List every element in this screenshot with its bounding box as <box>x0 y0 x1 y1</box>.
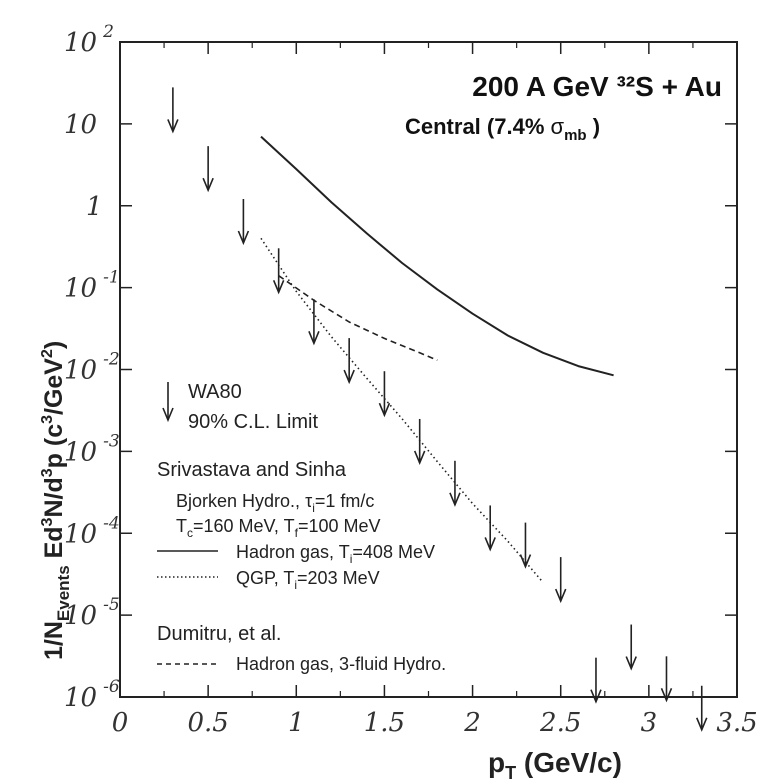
x-axis-title: pT (GeV/c) <box>488 747 622 782</box>
y-tick-label: 10 -5 <box>64 595 120 631</box>
wa80-limit-arrow <box>202 146 214 193</box>
wa80-limit-arrow <box>167 87 179 134</box>
wa80-limit-arrow <box>484 505 496 552</box>
y-tick-label: 10 -3 <box>64 431 120 467</box>
legend-wa80-marker <box>162 382 174 423</box>
wa80-limit-arrow <box>519 522 532 569</box>
wa80-limit-arrow <box>590 657 602 704</box>
wa80-limit-arrow <box>660 656 673 703</box>
wa80-limit-arrow <box>413 418 426 466</box>
x-tick-label: 2.5 <box>539 708 581 738</box>
wa80-limit-arrow <box>237 199 250 246</box>
y-axis-title: 1/NEvents Ed3N/d3p (c3/GeV2) <box>39 341 73 660</box>
legend-group2-title: Dumitru, et al. <box>157 623 281 645</box>
y-tick-label: 1 <box>86 192 103 222</box>
legend-group1-line2: Tc=160 MeV, Tf=100 MeV <box>176 516 381 540</box>
series-solid-line <box>260 135 614 377</box>
legend-wa80-label: WA80 <box>188 381 242 403</box>
wa80-limit-arrow <box>308 299 320 346</box>
legend-wa80-cl-label: 90% C.L. Limit <box>188 411 318 433</box>
y-tick-label: 10 -4 <box>64 513 120 549</box>
wa80-limit-arrow <box>343 338 355 385</box>
wa80-limit-arrow <box>696 685 708 732</box>
y-tick-label: 10 <box>64 110 97 140</box>
legend-dashed-label: Hadron gas, 3-fluid Hydro. <box>236 654 446 674</box>
wa80-limit-arrow <box>625 624 637 671</box>
legend-solid-label: Hadron gas, Ti=408 MeV <box>236 542 435 566</box>
plot-frame <box>119 41 738 698</box>
series-layer <box>260 135 614 584</box>
x-tick-label: 1.5 <box>364 708 405 738</box>
legend-group1-line1: Bjorken Hydro., τi=1 fm/c <box>176 491 374 515</box>
series-dashed-line <box>278 275 438 361</box>
wa80-limit-arrow <box>272 248 285 295</box>
y-tick-label: 10 -1 <box>64 268 120 304</box>
chart-subtitle: Central (7.4% σmb ) <box>405 114 600 144</box>
x-tick-label: 0 <box>112 708 129 738</box>
y-tick-label: 10 2 <box>64 22 114 58</box>
x-tick-label: 3 <box>641 708 658 738</box>
legend-dotted-label: QGP, Ti=203 MeV <box>236 568 380 592</box>
ticks-layer: 0 0.5 1 1.5 2 2.5 3 3.5 10 2 10 1 10-1 10-2 10-3 10-4 10… <box>64 22 758 738</box>
legend-group1-title: Srivastava and Sinha <box>157 459 347 481</box>
wa80-limit-arrow <box>554 557 567 604</box>
y-tick-label: 10 -6 <box>64 677 120 713</box>
x-tick-label: 0.5 <box>187 708 228 738</box>
series-dotted-line <box>260 237 544 584</box>
chart-title: 200 A GeV ³²S + Au <box>472 71 722 102</box>
x-tick-label: 3.5 <box>716 708 757 738</box>
y-tick-label: 10 -2 <box>64 350 120 386</box>
wa80-limit-arrow <box>449 460 461 507</box>
x-tick-label: 1 <box>288 708 305 738</box>
x-tick-label: 2 <box>463 708 481 738</box>
wa80-limit-arrow <box>378 371 391 418</box>
limits-layer <box>167 87 708 732</box>
